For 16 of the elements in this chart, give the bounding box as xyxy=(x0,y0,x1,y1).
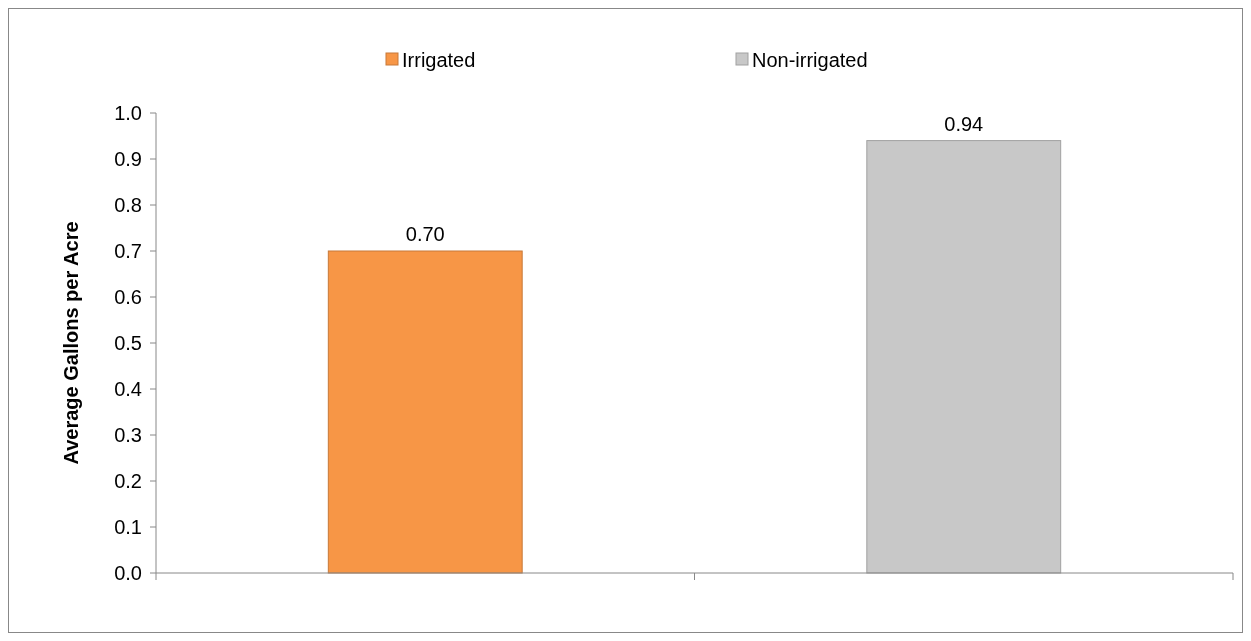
legend-label: Irrigated xyxy=(402,49,476,71)
legend-label: Non-irrigated xyxy=(752,49,868,71)
data-label: 0.70 xyxy=(405,223,445,245)
y-tick-label: 0.5 xyxy=(114,332,142,354)
y-tick-label: 1.0 xyxy=(114,102,142,124)
y-tick-label: 0.6 xyxy=(114,286,142,308)
y-tick-label: 0.3 xyxy=(114,424,142,446)
y-tick-label: 0.4 xyxy=(114,378,142,400)
y-axis-title: Average Gallons per Acre xyxy=(60,221,82,465)
y-tick-label: 0.1 xyxy=(114,516,142,538)
y-tick-label: 0.0 xyxy=(114,562,142,584)
y-tick-label: 0.9 xyxy=(114,148,142,170)
y-tick-label: 0.8 xyxy=(114,194,142,216)
y-tick-label: 0.2 xyxy=(114,470,142,492)
y-tick-label: 0.7 xyxy=(114,240,142,262)
data-label: 0.94 xyxy=(944,112,984,135)
